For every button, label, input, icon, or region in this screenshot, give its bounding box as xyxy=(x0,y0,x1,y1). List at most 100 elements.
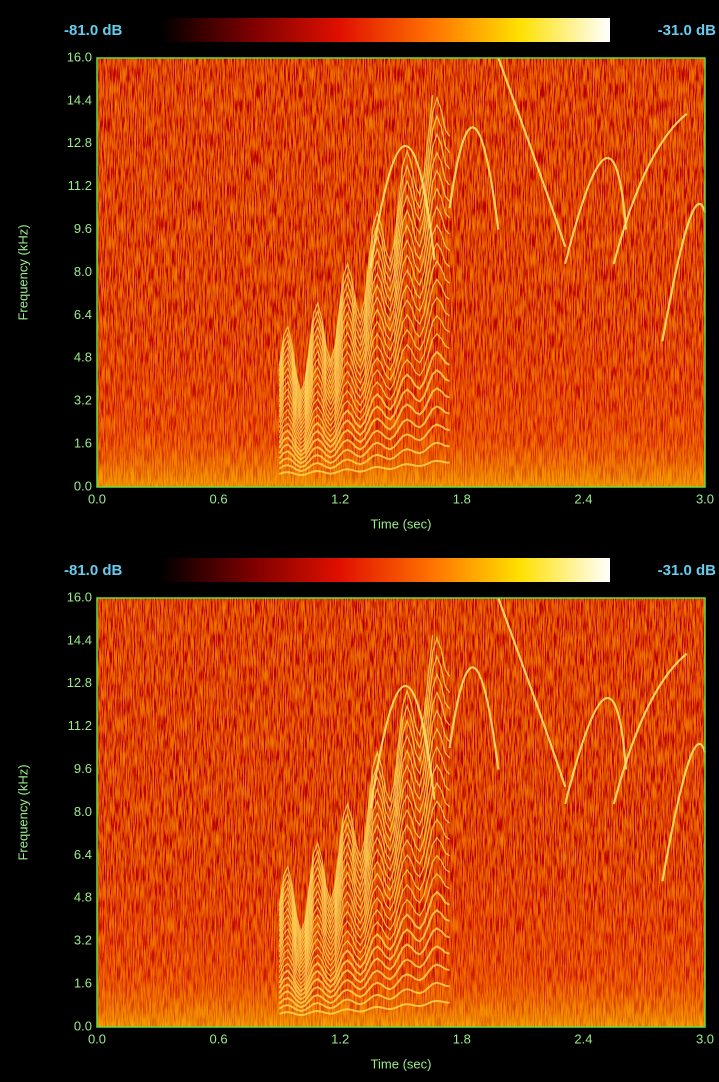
harmonic-trace xyxy=(278,927,450,1001)
harmonic-trace xyxy=(278,836,450,981)
clim-min-label: -81.0 dB xyxy=(64,562,123,579)
y-tick-label: 11.2 xyxy=(68,178,92,193)
harmonic-trace xyxy=(278,241,451,430)
harmonic-trace xyxy=(278,314,450,445)
harmonic-trace xyxy=(278,187,451,418)
harmonic-trace xyxy=(278,763,451,966)
harmonic-trace xyxy=(278,387,450,461)
harmonic-trace xyxy=(278,205,451,422)
sweep-trace xyxy=(612,112,688,265)
y-tick-label: 0.0 xyxy=(74,1018,92,1033)
clim-max-label: -31.0 dB xyxy=(658,562,717,579)
y-tick-label: 1.6 xyxy=(74,436,92,451)
y-tick-label: 6.4 xyxy=(74,307,92,322)
harmonic-trace xyxy=(278,818,451,977)
x-tick-label: 0.6 xyxy=(210,1031,228,1046)
y-tick-label: 8.0 xyxy=(74,264,92,279)
harmonic-trace xyxy=(278,635,434,935)
harmonic-trace xyxy=(278,745,451,962)
plot-frame xyxy=(96,57,706,488)
x-tick-label: 0.6 xyxy=(210,491,228,506)
sweep-trace xyxy=(448,666,500,770)
x-tick-label: 3.0 xyxy=(696,491,714,506)
harmonic-trace xyxy=(278,635,451,939)
y-tick-label: 11.2 xyxy=(68,718,92,733)
colorbar xyxy=(160,558,610,582)
sweep-trace xyxy=(497,597,567,788)
harmonic-trace xyxy=(278,963,450,1009)
harmonic-trace xyxy=(278,132,451,407)
harmonic-trace xyxy=(278,690,451,951)
harmonic-trace xyxy=(278,672,451,947)
y-tick-label: 4.8 xyxy=(74,890,92,905)
harmonic-trace xyxy=(278,908,450,997)
harmonic-trace xyxy=(278,168,451,414)
sweep-trace xyxy=(612,652,688,805)
harmonic-trace xyxy=(278,260,451,434)
y-tick-label: 4.8 xyxy=(74,350,92,365)
harmonic-trace xyxy=(278,441,450,473)
harmonic-trace xyxy=(278,150,451,411)
y-tick-label: 8.0 xyxy=(74,804,92,819)
sweep-trace xyxy=(497,57,567,248)
colorbar xyxy=(160,18,610,42)
y-tick-label: 14.4 xyxy=(67,92,92,107)
clim-max-label: -31.0 dB xyxy=(658,22,717,39)
harmonic-trace xyxy=(278,278,451,437)
harmonic-trace xyxy=(278,727,451,958)
y-tick-label: 12.8 xyxy=(67,135,92,150)
y-tick-label: 1.6 xyxy=(74,976,92,991)
harmonic-trace xyxy=(278,654,451,943)
sweep-trace xyxy=(661,202,707,342)
y-tick-label: 14.4 xyxy=(67,632,92,647)
harmonic-trace xyxy=(278,981,450,1013)
y-axis-label: Frequency (kHz) xyxy=(15,224,30,320)
harmonic-trace xyxy=(278,854,450,985)
harmonic-trace xyxy=(278,296,450,441)
harmonic-trace xyxy=(279,459,450,477)
x-tick-label: 2.4 xyxy=(574,1031,592,1046)
y-tick-label: 9.6 xyxy=(74,221,92,236)
x-tick-label: 0.0 xyxy=(88,491,106,506)
harmonic-trace xyxy=(278,708,451,954)
x-tick-label: 1.8 xyxy=(453,1031,471,1046)
y-tick-label: 12.8 xyxy=(67,675,92,690)
harmonic-trace xyxy=(278,405,450,465)
x-axis-label: Time (sec) xyxy=(371,516,432,531)
y-tick-label: 6.4 xyxy=(74,847,92,862)
x-tick-label: 1.2 xyxy=(331,1031,349,1046)
plot-frame xyxy=(96,597,706,1028)
sweep-trace xyxy=(448,126,500,230)
sweep-trace xyxy=(564,157,628,265)
x-tick-label: 1.2 xyxy=(331,491,349,506)
y-tick-label: 0.0 xyxy=(74,478,92,493)
x-tick-label: 0.0 xyxy=(88,1031,106,1046)
spectrogram-panel: -81.0 dB -31.0 dB 0.0 1.6 3.2 4.8 6.4 8.0 9.6 11.… xyxy=(15,558,716,1071)
harmonic-trace xyxy=(278,95,451,399)
harmonic-trace xyxy=(278,332,450,449)
y-axis-label: Frequency (kHz) xyxy=(15,764,30,860)
harmonic-trace xyxy=(278,872,450,989)
harmonic-trace xyxy=(278,223,451,426)
y-tick-label: 3.2 xyxy=(74,393,92,408)
y-tick-label: 16.0 xyxy=(67,49,92,64)
x-tick-label: 1.8 xyxy=(453,491,471,506)
sweep-trace xyxy=(369,684,436,809)
harmonic-trace xyxy=(278,890,451,993)
harmonic-trace xyxy=(278,781,451,970)
harmonic-trace xyxy=(278,95,434,395)
x-tick-label: 2.4 xyxy=(574,491,592,506)
y-tick-label: 9.6 xyxy=(74,761,92,776)
harmonic-trace xyxy=(278,423,450,469)
harmonic-trace xyxy=(278,945,450,1005)
harmonic-trace xyxy=(278,350,451,453)
y-tick-label: 16.0 xyxy=(67,589,92,604)
harmonic-trace xyxy=(279,999,450,1017)
harmonic-trace xyxy=(278,800,451,974)
spectrogram-panel: -81.0 dB -31.0 dB 0.0 1.6 3.2 4.8 6.4 8.0 9.6 11.… xyxy=(15,18,716,531)
clim-min-label: -81.0 dB xyxy=(64,22,123,39)
harmonic-trace xyxy=(278,368,450,457)
x-tick-label: 3.0 xyxy=(696,1031,714,1046)
